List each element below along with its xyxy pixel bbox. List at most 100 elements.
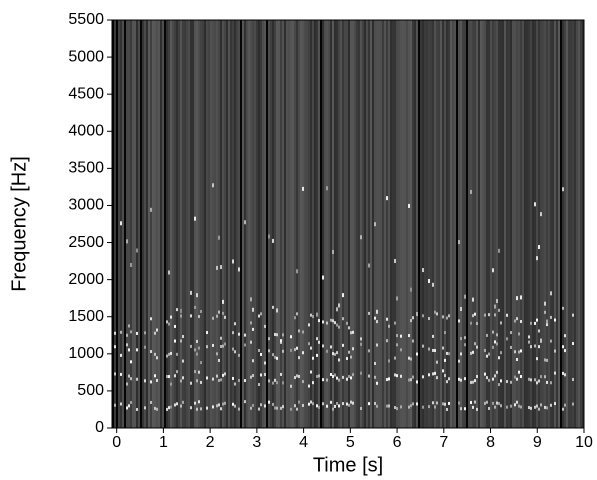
spectrogram-harmonic — [400, 374, 402, 378]
spectrogram-column — [136, 20, 138, 428]
spectrogram-harmonic — [220, 378, 222, 382]
spectrogram-harmonic — [268, 337, 270, 341]
spectrogram-harmonic — [520, 320, 522, 324]
spectrogram-harmonic — [530, 345, 532, 349]
spectrogram-harmonic — [168, 352, 170, 356]
spectrogram-column — [288, 20, 290, 428]
spectrogram-formant — [536, 256, 538, 261]
spectrogram-harmonic — [144, 331, 146, 335]
spectrogram-harmonic — [432, 401, 434, 405]
spectrogram-harmonic — [472, 380, 474, 384]
spectrogram-harmonic — [476, 345, 478, 349]
spectrogram-formant — [410, 287, 412, 292]
spectrogram-harmonic — [444, 331, 446, 335]
spectrogram-column — [536, 20, 538, 428]
spectrogram-harmonic — [238, 378, 240, 382]
spectrogram-harmonic — [410, 319, 412, 323]
spectrogram-formant — [408, 203, 410, 208]
spectrogram-column — [518, 20, 520, 428]
spectrogram-harmonic — [130, 330, 132, 334]
spectrogram-harmonic — [326, 404, 328, 408]
spectrogram-harmonic — [290, 348, 292, 352]
spectrogram-column — [440, 20, 442, 428]
spectrogram-column — [458, 20, 460, 428]
spectrogram-column — [314, 20, 316, 428]
spectrogram-harmonic — [206, 331, 208, 335]
spectrogram-harmonic — [338, 325, 340, 329]
spectrogram-harmonic — [376, 404, 378, 408]
spectrogram-harmonic — [232, 376, 234, 380]
spectrogram-column — [166, 20, 168, 428]
spectrogram-harmonic — [156, 378, 158, 382]
spectrogram-column — [418, 20, 420, 428]
spectrogram-harmonic — [514, 319, 516, 323]
spectrogram-harmonic — [394, 373, 396, 377]
spectrogram-image — [112, 20, 584, 428]
spectrogram-harmonic — [408, 356, 410, 360]
spectrogram-column — [426, 20, 428, 428]
spectrogram-formant — [276, 308, 278, 313]
y-tick-label: 3500 — [68, 160, 104, 177]
spectrogram-column — [534, 20, 536, 428]
spectrogram-harmonic — [500, 351, 502, 355]
spectrogram-harmonic — [550, 339, 552, 343]
spectrogram-harmonic — [446, 407, 448, 411]
spectrogram-column — [520, 20, 522, 428]
spectrogram-harmonic — [460, 337, 462, 341]
spectrogram-harmonic — [258, 407, 260, 411]
spectrogram-harmonic — [120, 372, 122, 376]
spectrogram-formant — [268, 234, 270, 239]
spectrogram-harmonic — [218, 378, 220, 382]
spectrogram-column — [190, 20, 192, 428]
spectrogram-harmonic — [196, 352, 198, 356]
spectrogram-harmonic — [218, 310, 220, 314]
spectrogram-column — [338, 20, 340, 428]
x-tick-label: 2 — [206, 434, 215, 451]
spectrogram-harmonic — [536, 381, 538, 385]
spectrogram-harmonic — [296, 374, 298, 378]
spectrogram-formant — [252, 307, 254, 312]
spectrogram-column — [482, 20, 484, 428]
spectrogram-column — [204, 20, 206, 428]
y-tick-label: 500 — [77, 382, 104, 399]
spectrogram-column — [358, 20, 360, 428]
x-tick-label: 0 — [112, 434, 121, 451]
spectrogram-harmonic — [252, 327, 254, 331]
spectrogram-harmonic — [460, 352, 462, 356]
spectrogram-column — [494, 20, 496, 428]
spectrogram-harmonic — [528, 340, 530, 344]
spectrogram-harmonic — [218, 403, 220, 407]
spectrogram-harmonic — [312, 315, 314, 319]
y-tick-label: 4000 — [68, 122, 104, 139]
spectrogram-harmonic — [180, 314, 182, 318]
spectrogram-column — [466, 20, 468, 428]
spectrogram-column — [558, 20, 560, 428]
spectrogram-harmonic — [544, 405, 546, 409]
spectrogram-harmonic — [310, 400, 312, 404]
x-tick-label: 3 — [252, 434, 261, 451]
spectrogram-harmonic — [348, 403, 350, 407]
spectrogram-harmonic — [464, 343, 466, 347]
spectrogram-harmonic — [280, 372, 282, 376]
y-tick-label: 4500 — [68, 85, 104, 102]
spectrogram-harmonic — [386, 339, 388, 343]
spectrogram-harmonic — [258, 383, 260, 387]
spectrogram-harmonic — [492, 377, 494, 381]
spectrogram-harmonic — [516, 400, 518, 404]
spectrogram-harmonic — [224, 315, 226, 319]
spectrogram-harmonic — [276, 356, 278, 360]
spectrogram-column — [296, 20, 298, 428]
spectrogram-harmonic — [474, 312, 476, 316]
spectrogram-harmonic — [326, 321, 328, 325]
spectrogram-harmonic — [318, 374, 320, 378]
spectrogram-harmonic — [156, 328, 158, 332]
spectrogram-formant — [460, 306, 462, 311]
spectrogram-harmonic — [220, 407, 222, 411]
spectrogram-column — [414, 20, 416, 428]
spectrogram-harmonic — [520, 405, 522, 409]
spectrogram-harmonic — [348, 374, 350, 378]
spectrogram-column — [162, 20, 164, 428]
spectrogram-harmonic — [422, 405, 424, 409]
spectrogram-formant — [562, 187, 564, 192]
spectrogram-harmonic — [444, 358, 446, 362]
